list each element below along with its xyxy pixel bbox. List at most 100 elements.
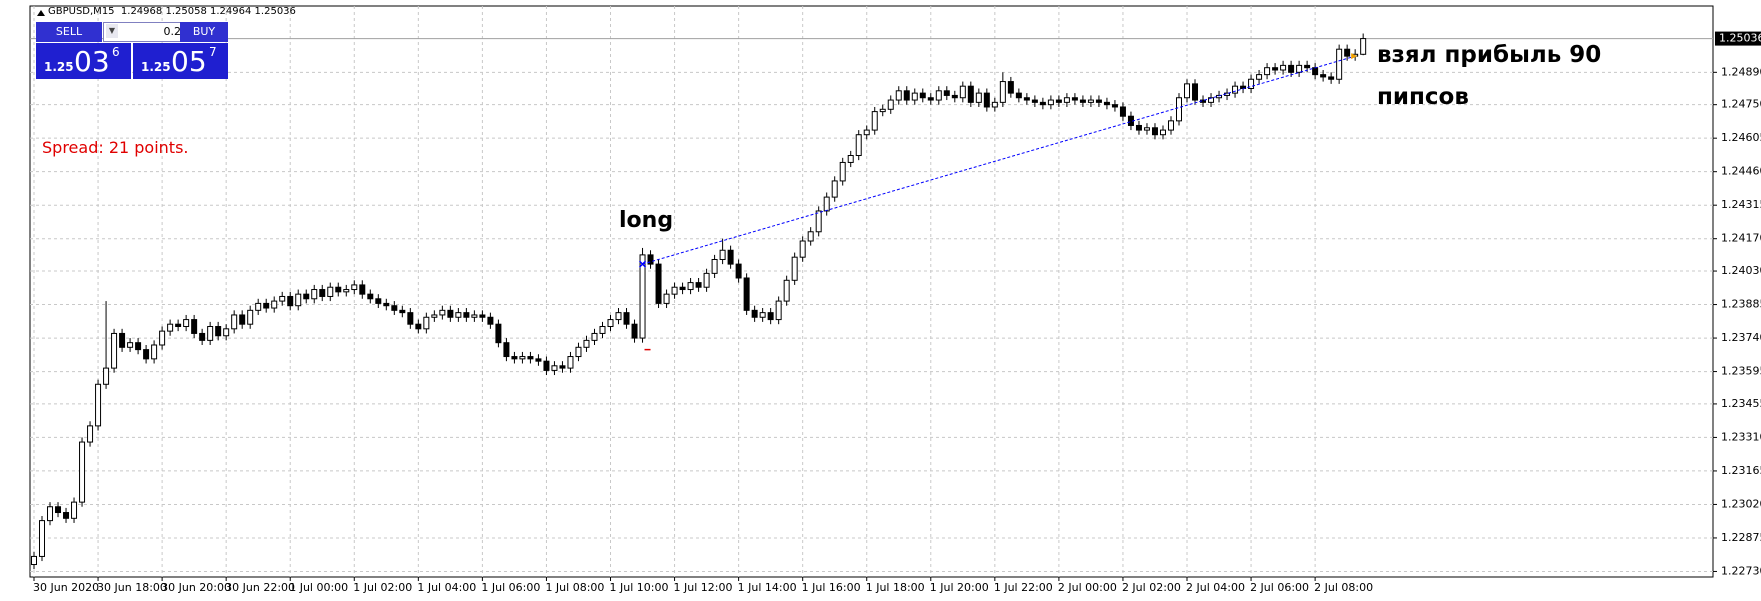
price-big: 1.25: [44, 60, 74, 74]
candle-body: [1344, 48, 1351, 57]
y-tick-label: 1.22875: [1721, 531, 1761, 544]
candle-body: [55, 506, 62, 514]
candle-body: [375, 298, 382, 304]
candle-body: [591, 332, 598, 341]
sell-button[interactable]: SELL: [36, 22, 102, 42]
y-tick-label: 1.23885: [1721, 298, 1761, 311]
candle-body: [335, 286, 342, 293]
y-tick-label: 1.24605: [1721, 131, 1761, 144]
candle-body: [447, 309, 454, 318]
candle-body: [639, 254, 646, 339]
candle-body: [279, 295, 286, 302]
x-tick-label: 1 Jul 20:00: [930, 581, 989, 594]
buy-button[interactable]: BUY: [180, 22, 228, 42]
candle-body: [415, 323, 422, 330]
x-tick-label: 1 Jul 22:00: [994, 581, 1053, 594]
candle-body: [799, 240, 806, 258]
candle-body: [847, 155, 854, 163]
candle-body: [1159, 129, 1166, 136]
x-tick-label: 1 Jul 06:00: [481, 581, 540, 594]
candle-body: [215, 326, 222, 337]
candle-body: [615, 312, 622, 321]
candle-body: [319, 289, 326, 297]
x-tick-label: 2 Jul 00:00: [1058, 581, 1117, 594]
y-tick-label: 1.24170: [1721, 232, 1761, 245]
candle-body: [71, 501, 78, 519]
candle-body: [527, 356, 534, 360]
buy-price[interactable]: 1.25 05 7: [133, 43, 228, 79]
candle-body: [295, 293, 302, 307]
x-tick-label: 1 Jul 18:00: [866, 581, 925, 594]
candle-body: [703, 272, 710, 288]
candle-body: [1047, 99, 1054, 106]
candle-body: [599, 326, 606, 334]
candle-body: [551, 365, 558, 371]
x-tick-label: 1 Jul 02:00: [353, 581, 412, 594]
candle-body: [271, 300, 278, 309]
header-icon: [37, 10, 45, 16]
price-pips: 05: [171, 45, 207, 78]
candle-body: [927, 97, 934, 101]
entry-marker: [639, 260, 647, 268]
candle-body: [479, 314, 486, 318]
candle-body: [775, 300, 782, 321]
candle-body: [247, 309, 254, 325]
y-tick-label: 1.24750: [1721, 98, 1761, 111]
price-pips: 03: [74, 45, 110, 78]
candle-body: [1015, 92, 1022, 99]
y-tick-label: 1.23165: [1721, 464, 1761, 477]
candle-body: [823, 196, 830, 212]
candle-body: [1272, 67, 1279, 71]
candle-body: [759, 312, 766, 318]
candle-body: [471, 314, 478, 318]
candle-body: [783, 279, 790, 302]
candle-body: [39, 520, 46, 557]
candle-body: [727, 249, 734, 265]
candle-body: [1360, 38, 1367, 55]
candle-body: [991, 101, 998, 108]
candle-body: [1071, 97, 1078, 101]
candle-body: [567, 356, 574, 369]
candle-body: [191, 319, 198, 334]
candle-body: [79, 441, 86, 503]
x-tick-label: 30 Jun 22:00: [225, 581, 295, 594]
candle-body: [159, 330, 166, 346]
candle-body: [999, 81, 1006, 103]
candle-body: [487, 316, 494, 325]
candle-body: [1280, 64, 1287, 71]
candle-body: [1151, 127, 1158, 136]
candle-body: [807, 231, 814, 242]
candle-body: [679, 286, 686, 291]
candle-body: [943, 90, 950, 96]
symbol: GBPUSD,M15: [48, 6, 115, 17]
sell-price[interactable]: 1.25 03 6: [36, 43, 131, 79]
candle-body: [95, 383, 102, 427]
candle-body: [871, 111, 878, 131]
price-big: 1.25: [141, 60, 171, 74]
candle-body: [1055, 99, 1062, 103]
y-tick-label: 1.22730: [1721, 564, 1761, 577]
candle-body: [543, 360, 550, 371]
candle-body: [1296, 64, 1303, 73]
y-tick-label: 1.23310: [1721, 430, 1761, 443]
candle-body: [1119, 106, 1126, 117]
candle-body: [1103, 101, 1110, 106]
candle-body: [1232, 85, 1239, 94]
candle-body: [135, 342, 142, 351]
chart-header: GBPUSD,M15 1.24968 1.25058 1.24964 1.250…: [48, 6, 296, 17]
candle-body: [239, 314, 246, 325]
candle-body: [207, 326, 214, 341]
plot-frame: [29, 5, 1714, 578]
candle-body: [119, 332, 126, 348]
candle-body: [839, 161, 846, 182]
candle-body: [343, 289, 350, 293]
x-tick-label: 1 Jul 08:00: [545, 581, 604, 594]
exit-marker: [1351, 53, 1358, 60]
volume-down[interactable]: ▼: [106, 24, 118, 38]
price-fraction: 6: [112, 45, 120, 59]
candle-body: [111, 332, 118, 369]
candle-body: [1320, 74, 1327, 78]
candle-body: [559, 365, 566, 369]
